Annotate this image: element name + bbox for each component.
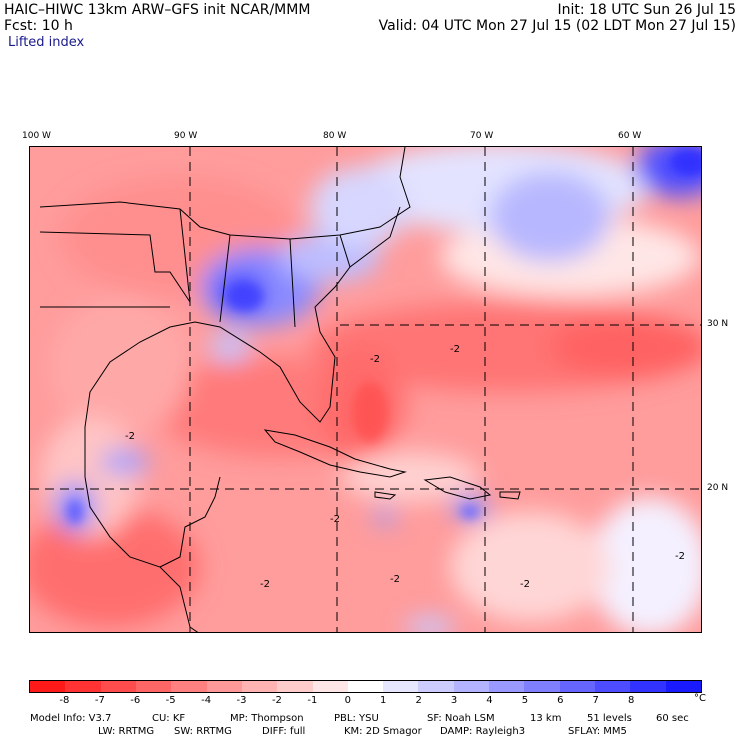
lon-label-70w: 70 W <box>470 131 494 141</box>
colorbar-swatch <box>100 681 136 692</box>
colorbar-swatch <box>383 681 419 692</box>
lon-label-80w: 80 W <box>323 131 347 141</box>
colorbar-swatch <box>453 681 490 692</box>
colorbar-swatch <box>559 681 595 692</box>
contour-label: -2 <box>390 574 400 585</box>
colorbar-swatch <box>30 681 66 692</box>
colorbar-swatch <box>65 681 101 692</box>
model-info-1c: MP: Thompson <box>230 713 304 724</box>
colorbar-swatch <box>277 681 313 692</box>
colorbar <box>29 680 702 693</box>
model-info-2f: SFLAY: MM5 <box>568 726 627 737</box>
valid-time: Valid: 04 UTC Mon 27 Jul 15 (02 LDT Mon … <box>378 18 736 34</box>
colorbar-unit: °C <box>694 693 706 704</box>
contour-label: -2 <box>370 354 380 365</box>
colorbar-tick-label: 3 <box>450 695 458 706</box>
colorbar-tick-label: -6 <box>130 695 141 706</box>
init-time: Init: 18 UTC Sun 26 Jul 15 <box>557 2 736 18</box>
colorbar-swatch <box>312 681 348 692</box>
colorbar-swatch <box>595 681 631 692</box>
contour-labels: -2 -2 -2 -2 -2 -2 -2 -2 <box>125 344 685 590</box>
model-info-1b: CU: KF <box>152 713 186 724</box>
colorbar-tick-label: -8 <box>59 695 70 706</box>
colorbar-tick-label: 7 <box>592 695 599 706</box>
colorbar-tick-label: -7 <box>94 695 105 706</box>
lifted-index-field <box>30 147 701 632</box>
contour-label: -2 <box>675 551 685 562</box>
colorbar-swatch <box>241 681 278 692</box>
latlon-grid <box>30 147 701 632</box>
colorbar-tick-label: 6 <box>557 695 564 706</box>
model-info-1d: PBL: YSU <box>334 713 379 724</box>
colorbar-swatch <box>524 681 560 692</box>
colorbar-tick-label: -5 <box>165 695 176 706</box>
field-detail <box>67 148 701 524</box>
lon-label-90w: 90 W <box>174 131 198 141</box>
colorbar-swatch <box>206 681 242 692</box>
colorbar-tick-label: -1 <box>307 695 318 706</box>
colorbar-swatch <box>665 681 701 692</box>
colorbar-swatch <box>135 681 172 692</box>
contour-label: -2 <box>450 344 460 355</box>
model-info-2c: DIFF: full <box>262 726 306 737</box>
contour-label: -2 <box>330 514 340 525</box>
contour-label: -2 <box>125 431 135 442</box>
model-info-2b: SW: RRTMG <box>174 726 232 737</box>
lon-label-100w: 100 W <box>22 131 51 141</box>
lat-label-20n: 20 N <box>707 483 729 493</box>
coastlines <box>39 147 521 632</box>
model-info-1h: 60 sec <box>656 713 689 724</box>
model-info-2a: LW: RRTMG <box>98 726 155 737</box>
contour-label: -2 <box>260 579 270 590</box>
colorbar-tick-label: 4 <box>486 695 493 706</box>
model-info-2d: KM: 2D Smagor <box>344 726 422 737</box>
lifted-index-map: -2 -2 -2 -2 -2 -2 -2 -2 <box>29 146 702 633</box>
colorbar-tick-label: 1 <box>380 695 387 706</box>
model-title: HAIC–HIWC 13km ARW–GFS init NCAR/MMM <box>4 2 311 18</box>
model-info-1a: Model Info: V3.7 <box>30 713 112 724</box>
colorbar-swatch <box>171 681 207 692</box>
model-info-1f: 13 km <box>530 713 562 724</box>
contour-label: -2 <box>520 579 530 590</box>
colorbar-tick-label: 2 <box>415 695 422 706</box>
model-info-1g: 51 levels <box>587 713 632 724</box>
model-info-1e: SF: Noah LSM <box>427 713 495 724</box>
forecast-hour: Fcst: 10 h <box>4 18 73 34</box>
model-info-2e: DAMP: Rayleigh3 <box>440 726 526 737</box>
colorbar-swatch <box>630 681 666 692</box>
colorbar-swatch <box>489 681 525 692</box>
colorbar-tick-label: -2 <box>271 695 282 706</box>
colorbar-swatch <box>418 681 454 692</box>
colorbar-swatch <box>347 681 384 692</box>
field-name: Lifted index <box>8 35 85 50</box>
colorbar-tick-label: 5 <box>521 695 529 706</box>
lon-label-60w: 60 W <box>618 131 642 141</box>
lat-label-30n: 30 N <box>707 319 729 329</box>
colorbar-tick-label: 8 <box>627 695 635 706</box>
colorbar-tick-label: 0 <box>344 695 351 706</box>
colorbar-tick-label: -4 <box>201 695 212 706</box>
colorbar-tick-label: -3 <box>236 695 247 706</box>
